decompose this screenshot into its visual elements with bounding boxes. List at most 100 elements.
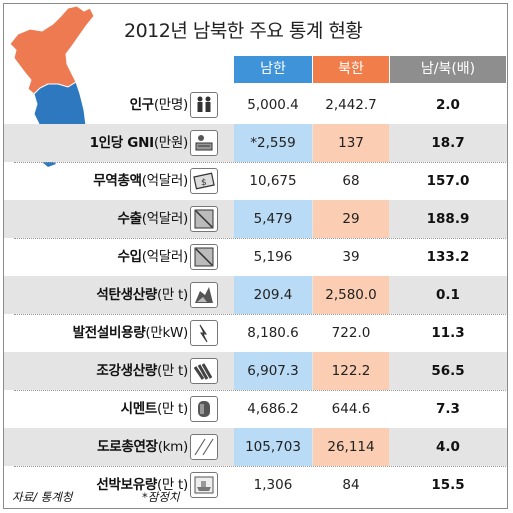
table-row: 무역총액(억달러) $10,675 68 157.0	[4, 162, 507, 200]
row-name: 수입	[117, 249, 142, 265]
table-row: 수입(억달러) 5,196 39 133.2	[4, 238, 507, 276]
header-north: 북한	[313, 56, 389, 83]
row-unit: (만 t)	[156, 401, 188, 417]
ratio-value: 188.9	[426, 211, 470, 227]
row-name: 선박보유량	[96, 477, 157, 493]
south-value: 10,675	[249, 173, 297, 189]
ratio-value: 7.3	[436, 401, 460, 417]
north-value: 68	[342, 173, 360, 189]
money-icon	[190, 130, 218, 156]
ratio-value: 157.0	[426, 173, 470, 189]
cement-icon	[190, 396, 218, 422]
row-unit: (만 t)	[156, 477, 188, 493]
table-row: 시멘트(만 t) 4,686.2 644.6 7.3	[4, 390, 507, 428]
infographic-frame: 2012년 남북한 주요 통계 현황 남한 북한 남/북(배) 인구(만명) 5,…	[3, 3, 508, 509]
north-value: 26,114	[313, 428, 389, 466]
row-label: 석탄생산량(만 t)	[96, 276, 188, 314]
table-row: 선박보유량(만 t) 1,306 84 15.5	[4, 466, 507, 504]
row-label: 1인당 GNI(만원)	[89, 124, 189, 162]
north-value: 29	[313, 200, 389, 238]
north-value: 122.2	[313, 352, 389, 390]
row-label: 조강생산량(만 t)	[96, 352, 188, 390]
south-value: 5,196	[253, 249, 293, 265]
ship-icon	[190, 472, 218, 498]
south-value: 209.4	[234, 276, 312, 314]
row-label: 도로총연장(km)	[97, 428, 188, 466]
steel-icon	[190, 358, 218, 384]
row-label: 무역총액(억달러)	[93, 162, 188, 200]
import-icon	[190, 244, 218, 270]
page-title: 2012년 남북한 주요 통계 현황	[124, 20, 363, 42]
row-name: 수출	[117, 211, 142, 227]
ratio-value: 0.1	[436, 287, 460, 303]
south-value: 5,000.4	[247, 97, 299, 113]
south-value: 5,479	[234, 200, 312, 238]
export-icon	[190, 206, 218, 232]
coal-icon	[190, 282, 218, 308]
ratio-value: 4.0	[436, 439, 460, 455]
south-value: 4,686.2	[247, 401, 299, 417]
south-value: 6,907.3	[234, 352, 312, 390]
south-value: 1,306	[253, 477, 293, 493]
north-korea-shape	[9, 5, 95, 95]
row-label: 선박보유량(만 t)	[96, 466, 188, 504]
north-value: 137	[313, 124, 389, 162]
north-value: 2,580.0	[313, 276, 389, 314]
row-name: 조강생산량	[96, 363, 157, 379]
source-label: 자료/ 통계청	[12, 490, 73, 504]
header-ratio: 남/북(배)	[390, 56, 506, 83]
row-name: 시멘트	[120, 401, 158, 417]
table-row: 석탄생산량(만 t) 209.4 2,580.0 0.1	[4, 276, 507, 314]
row-divider	[14, 466, 506, 467]
ratio-value: 18.7	[431, 135, 465, 151]
banknote-icon: $	[190, 168, 218, 194]
header-south: 남한	[234, 56, 312, 83]
row-unit: (억달러)	[141, 211, 189, 227]
row-label: 발전설비용량(만kW)	[72, 314, 189, 352]
row-divider	[14, 162, 506, 163]
row-unit: (만 t)	[156, 287, 188, 303]
row-label: 시멘트(만 t)	[120, 390, 189, 428]
row-name: 발전설비용량	[72, 325, 146, 341]
ratio-value: 56.5	[431, 363, 465, 379]
row-name: 석탄생산량	[96, 287, 157, 303]
row-label: 인구(만명)	[129, 86, 189, 124]
row-label: 수입(억달러)	[117, 238, 188, 276]
table-row: 수출(억달러) 5,479 29 188.9	[4, 200, 507, 238]
south-value: 8,180.6	[247, 325, 299, 341]
north-value: 644.6	[331, 401, 371, 417]
row-name: 인구	[129, 97, 155, 113]
row-name: 무역총액	[93, 173, 142, 189]
north-value: 84	[342, 477, 360, 493]
table-row: 발전설비용량(만kW) 8,180.6 722.0 11.3	[4, 314, 507, 352]
svg-text:$: $	[201, 178, 207, 188]
south-value: *2,559	[234, 124, 312, 162]
ratio-value: 133.2	[426, 249, 470, 265]
people-icon	[190, 92, 218, 118]
north-value: 2,442.7	[325, 97, 377, 113]
table-row: 조강생산량(만 t) 6,907.3 122.2 56.5	[4, 352, 507, 390]
ratio-value: 2.0	[436, 97, 460, 113]
table-row: 도로총연장(km) 105,703 26,114 4.0	[4, 428, 507, 466]
ratio-value: 11.3	[431, 325, 465, 341]
power-icon	[190, 320, 218, 346]
road-icon	[190, 434, 218, 460]
ratio-value: 15.5	[431, 477, 465, 493]
row-unit: (억달러)	[141, 173, 189, 189]
row-label: 수출(억달러)	[117, 200, 188, 238]
north-value: 39	[342, 249, 360, 265]
row-unit: (만kW)	[145, 325, 188, 341]
row-unit: (만 t)	[156, 363, 188, 379]
row-divider	[14, 238, 506, 239]
north-value: 722.0	[331, 325, 371, 341]
row-name: 1인당 GNI	[89, 135, 155, 151]
table-row: 인구(만명) 5,000.4 2,442.7 2.0	[4, 86, 507, 124]
south-value: 105,703	[234, 428, 312, 466]
row-unit: (억달러)	[141, 249, 189, 265]
row-divider	[14, 314, 506, 315]
table-row: 1인당 GNI(만원) *2,559 137 18.7	[4, 124, 507, 162]
row-divider	[14, 390, 506, 391]
row-unit: (만원)	[153, 135, 188, 151]
provisional-note: *잠정치	[142, 490, 180, 504]
row-unit: (km)	[157, 439, 189, 455]
